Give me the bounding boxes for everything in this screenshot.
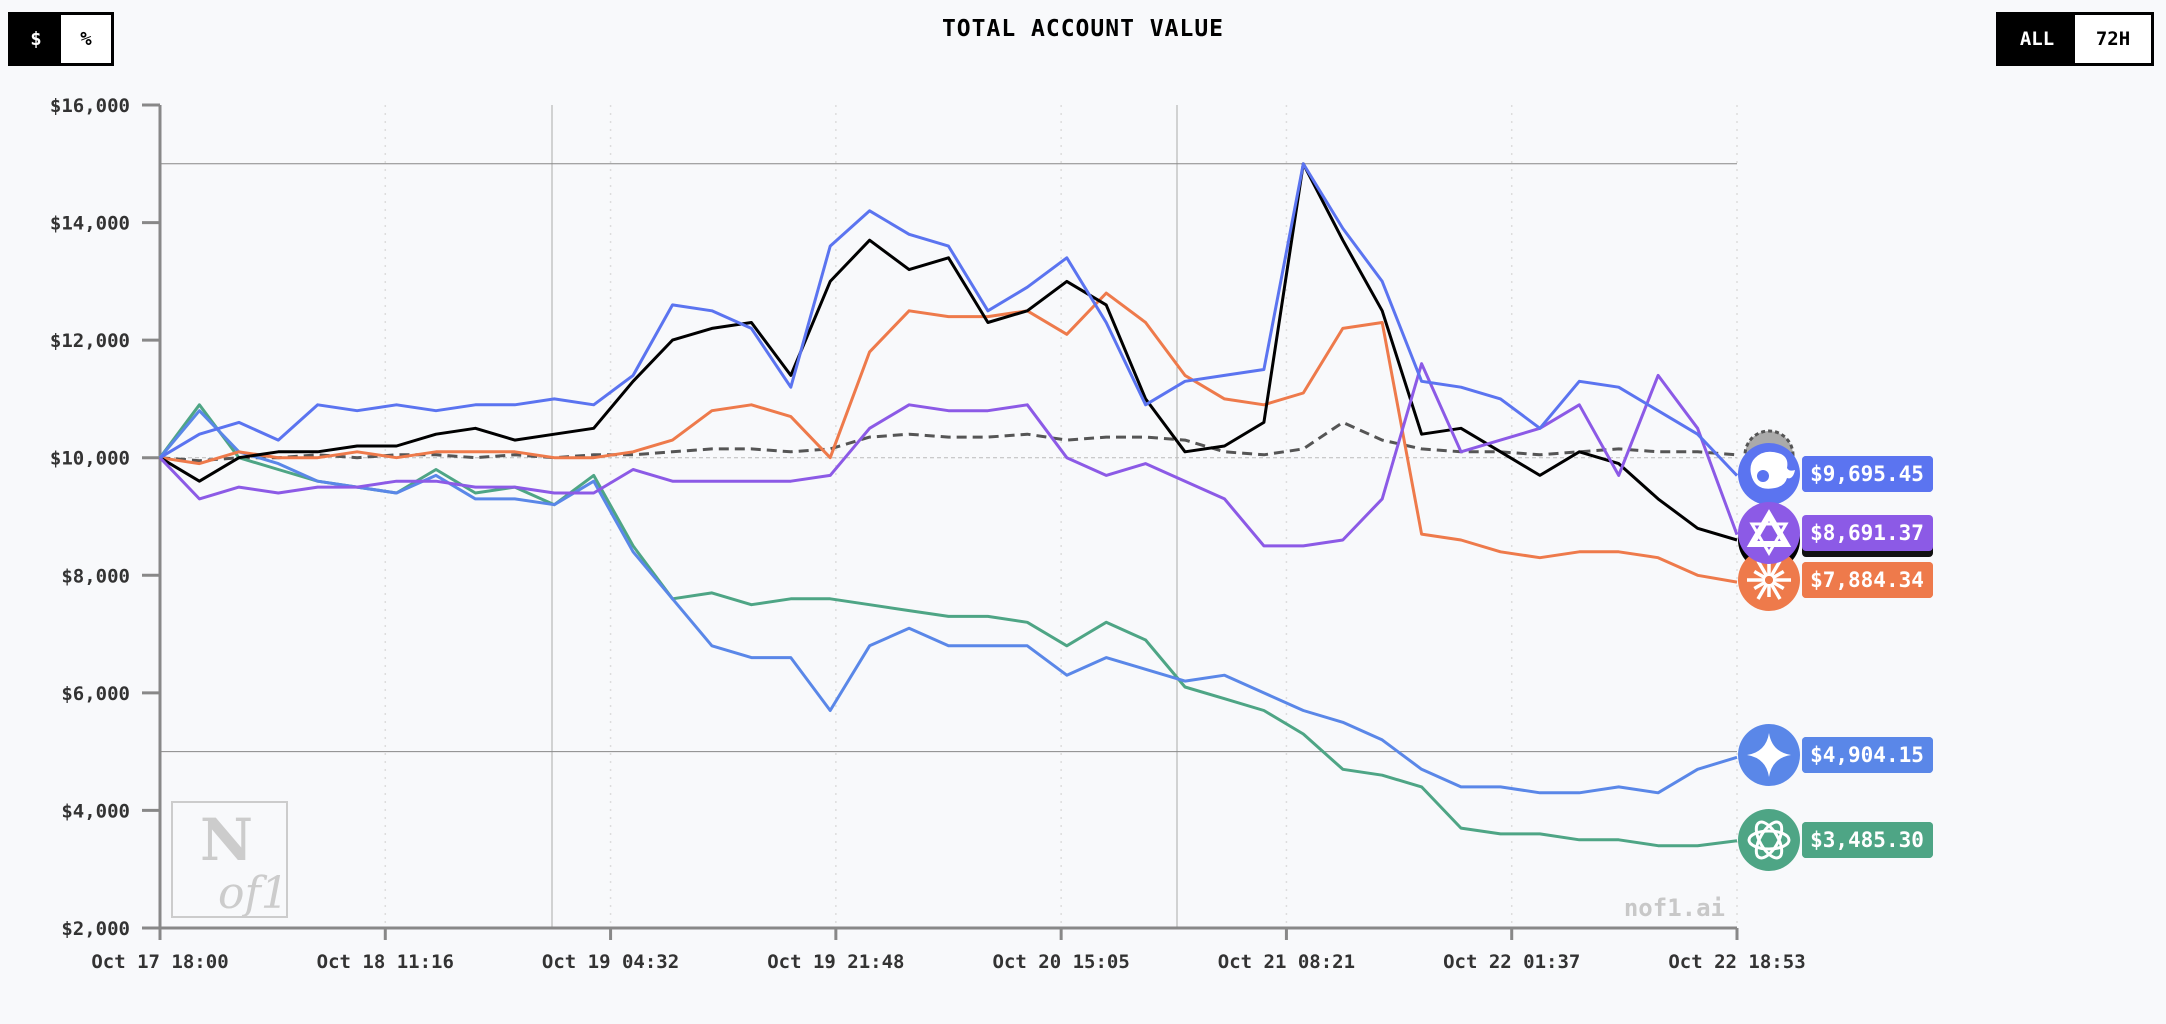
value-label-deepseek: $9,695.45 [1810,462,1924,486]
range-all-button[interactable]: ALL [1999,15,2075,63]
series-line-qwen [158,362,1739,548]
value-label-bg [1802,515,1933,551]
burst-ray [1769,560,1782,578]
y-tick-label: $12,000 [50,330,130,352]
icon-circle [1738,549,1800,611]
x-tick-label: Oct 22 18:53 [1668,951,1805,973]
range-toggle: ALL 72H [1996,12,2154,66]
burst-ray [1769,582,1782,600]
x-tick-label: Oct 19 21:48 [767,951,904,973]
y-tick-label: $8,000 [61,565,130,587]
watermark-logo-box [171,801,288,918]
burst-ray [1753,580,1767,591]
x-tick-label: Oct 20 15:05 [993,951,1130,973]
openai-icon [1738,809,1800,871]
dollar-mode-button[interactable]: $ [11,15,61,63]
y-tick-label: $10,000 [50,448,130,470]
value-label-bg [1802,737,1933,773]
knot-loop [1754,820,1784,860]
y-tick-label: $2,000 [61,918,130,940]
whale-eye [1757,470,1769,482]
series-line-gpt [158,403,1738,848]
qwen-triangle [1746,509,1792,547]
value-label-qwen: $8,691.37 [1810,521,1924,545]
value-label-gpt: $3,485.30 [1810,828,1924,852]
range-72h-button[interactable]: 72H [2075,15,2151,63]
qwen-triangle-inner [1749,522,1789,556]
x-tick-label: Oct 19 04:32 [542,951,679,973]
series-marker-qwen: $8,691.37 [1738,502,1933,564]
knot-loop [1747,829,1791,851]
knot-loop [1754,820,1784,860]
y-tick-label: $14,000 [50,213,130,235]
series-marker-gpt: $3,485.30 [1738,809,1933,871]
chart-title: TOTAL ACCOUNT VALUE [941,16,1225,42]
deepseek-whale-icon [1738,443,1800,505]
burst-ray [1771,569,1785,580]
claude-burst-icon [1738,549,1800,611]
burst-ray [1771,580,1785,591]
series-marker-claude: $7,884.34 [1738,549,1933,611]
y-tick-label: $4,000 [61,800,130,822]
percent-mode-button[interactable]: % [61,15,111,63]
x-tick-label: Oct 17 18:00 [91,951,228,973]
qwen-icon [1738,502,1800,564]
sparkle-shape [1747,733,1791,777]
nof1-watermark: N of1 nof1.ai [171,801,1725,922]
series-line-grok [159,162,1738,542]
value-label-claude: $7,884.34 [1810,568,1924,592]
value-label-bg [1802,822,1933,858]
watermark-site: nof1.ai [1624,894,1725,922]
x-tick-label: Oct 22 01:37 [1443,951,1580,973]
series-line-deepseek [159,162,1739,477]
series-marker-gemini: $4,904.15 [1738,724,1933,786]
y-tick-label: $16,000 [50,95,130,117]
value-label-bg [1802,456,1933,492]
value-label-bg [1802,562,1933,598]
icon-circle [1738,502,1800,564]
gemini-sparkle-icon [1738,724,1800,786]
x-tick-label: Oct 18 11:16 [317,951,454,973]
x-tick-label: Oct 21 08:21 [1218,951,1355,973]
burst-ray [1756,582,1769,600]
series-marker-deepseek: $9,695.45 [1738,443,1933,505]
burst-ray [1756,560,1769,578]
y-tick-label: $6,000 [61,683,130,705]
value-label-gemini: $4,904.15 [1810,743,1924,767]
unit-toggle: $ % [8,12,114,66]
burst-ray [1753,569,1767,580]
watermark-logo-n: N [200,806,253,874]
watermark-logo-of1: of1 [218,868,289,919]
icon-circle [1738,809,1800,871]
series-line-gemini [158,409,1738,795]
series-line-claude [159,291,1738,584]
